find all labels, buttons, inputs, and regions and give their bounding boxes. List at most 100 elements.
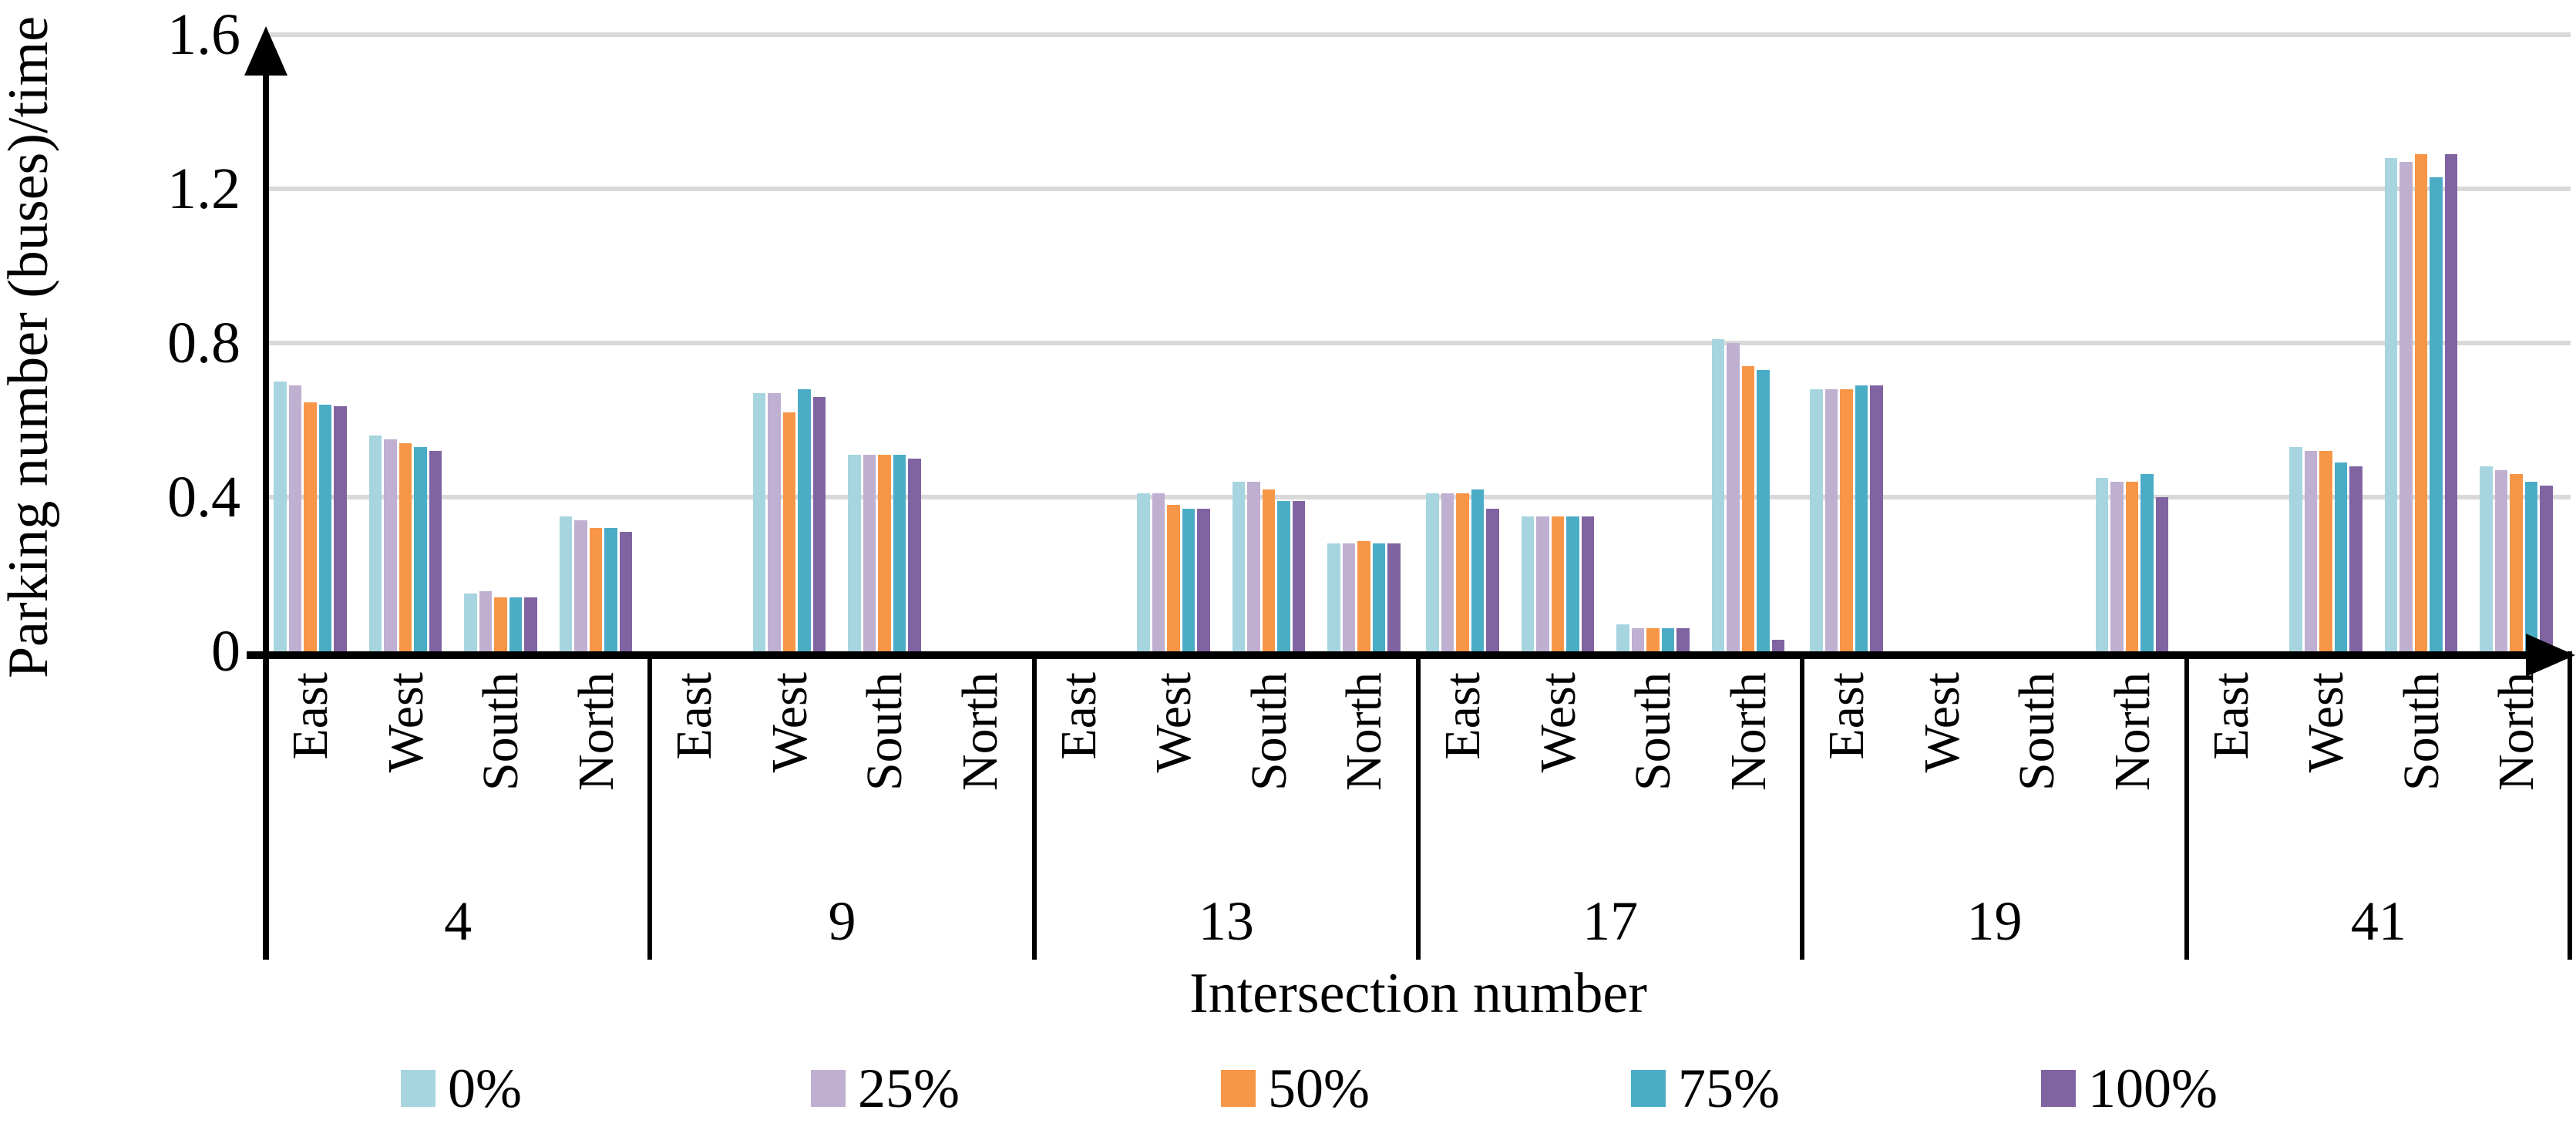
y-axis-line (263, 46, 269, 659)
x-axis-arrowhead (2526, 634, 2575, 677)
direction-label: West (761, 672, 818, 773)
bar (2289, 447, 2302, 651)
direction-label: South (2009, 672, 2066, 792)
bar (1521, 516, 1534, 651)
bar (1727, 343, 1740, 651)
bar (2125, 482, 2139, 651)
bar (1757, 370, 1770, 651)
bar (479, 591, 492, 651)
bar (1152, 493, 1165, 651)
bar (1676, 628, 1690, 651)
direction-label: East (666, 672, 723, 760)
group-separator (1031, 651, 1037, 960)
bar (1486, 509, 1499, 651)
legend-swatch (1221, 1070, 1256, 1107)
gridline (266, 341, 2571, 345)
group-separator (2184, 651, 2189, 960)
legend-label: 25% (858, 1058, 960, 1119)
bar (1840, 389, 1853, 651)
bar (1551, 516, 1564, 651)
bar (1810, 389, 1823, 651)
bar (604, 528, 617, 651)
bar (1197, 509, 1210, 651)
intersection-number-label: 19 (1966, 890, 2023, 952)
y-axis-title: Parking number (buses)/time (0, 15, 60, 678)
legend-item: 25% (811, 1058, 960, 1119)
direction-label: North (2488, 672, 2545, 791)
bar (274, 382, 287, 651)
legend-item: 75% (1631, 1058, 1780, 1119)
bar (1167, 505, 1180, 651)
bar (848, 455, 861, 651)
x-axis-line (247, 651, 2540, 659)
direction-label: West (377, 672, 434, 773)
direction-label: North (1720, 672, 1777, 791)
bar (1870, 385, 1883, 651)
bar (1581, 516, 1594, 651)
group-separator (1800, 651, 1805, 960)
direction-label: East (1050, 672, 1107, 760)
bar (2141, 474, 2154, 651)
bar (288, 385, 301, 651)
bar (1247, 482, 1260, 651)
y-tick-label: 0 (211, 619, 240, 684)
bar (2414, 154, 2428, 651)
bar (2095, 478, 2109, 651)
bar (2430, 177, 2443, 651)
bar (2334, 462, 2348, 651)
bar (1357, 541, 1370, 651)
intersection-number-label: 13 (1198, 890, 1254, 952)
gridline (266, 495, 2571, 499)
direction-label: North (951, 672, 1008, 791)
bar (1456, 493, 1469, 651)
direction-label: South (472, 672, 529, 792)
bar (1292, 501, 1306, 651)
bar (429, 451, 442, 651)
direction-label: West (2298, 672, 2355, 773)
legend-swatch (401, 1070, 435, 1107)
bar (1441, 493, 1454, 651)
direction-label: South (2393, 672, 2450, 792)
intersection-number-label: 4 (444, 890, 472, 952)
direction-label: North (2104, 672, 2161, 791)
bar (2510, 474, 2523, 651)
bar (1616, 624, 1629, 651)
legend-item: 100% (2041, 1058, 2218, 1119)
bar (1471, 489, 1484, 651)
bar (414, 447, 427, 651)
bar (574, 520, 587, 651)
intersection-number-label: 9 (828, 890, 856, 952)
bar (2444, 154, 2458, 651)
legend-swatch (1631, 1070, 1666, 1107)
direction-label: West (1145, 672, 1202, 773)
bar (509, 597, 522, 651)
bar (1182, 509, 1196, 651)
bar (368, 436, 382, 651)
bar (304, 402, 317, 651)
direction-label: West (1913, 672, 1970, 773)
direction-label: East (2202, 672, 2259, 760)
bar (768, 393, 781, 651)
direction-label: North (1336, 672, 1393, 791)
bar (1771, 640, 1784, 651)
bar (1646, 628, 1660, 651)
bar (1137, 493, 1150, 651)
direction-label: North (567, 672, 624, 791)
bar (334, 406, 347, 651)
bar (1426, 493, 1439, 651)
bar (1855, 385, 1868, 651)
bar (318, 405, 331, 651)
bar (2319, 451, 2332, 651)
y-tick-label: 0.8 (167, 311, 240, 375)
bar (1262, 489, 1276, 651)
group-separator (2568, 651, 2572, 960)
legend-swatch (811, 1070, 846, 1107)
bar (2110, 482, 2124, 651)
x-axis-title: Intersection number (1189, 962, 1647, 1025)
bar (1277, 501, 1290, 651)
bar (464, 594, 477, 651)
bar (1536, 516, 1549, 651)
gridline (266, 187, 2571, 191)
bar (752, 393, 766, 651)
